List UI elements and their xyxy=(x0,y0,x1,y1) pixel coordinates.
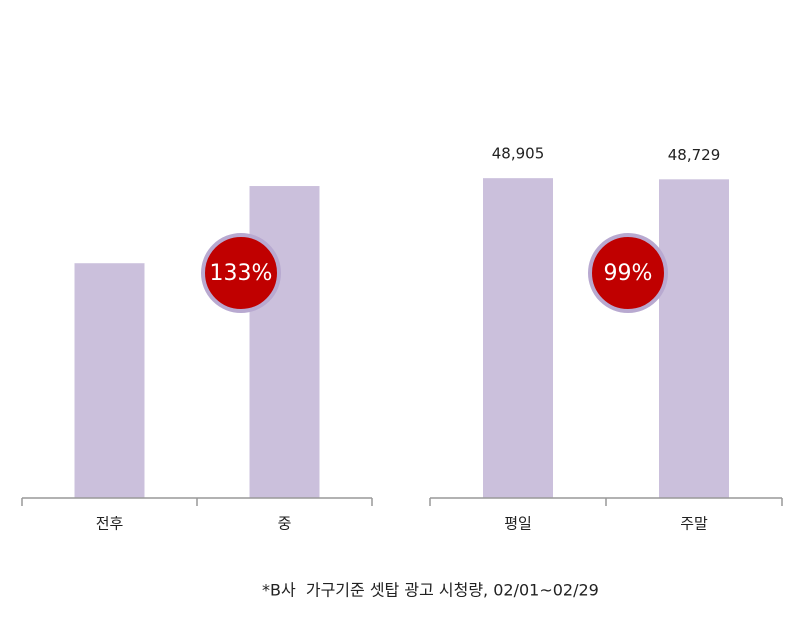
bar xyxy=(659,179,729,498)
bar xyxy=(483,178,553,498)
badge-text: 133% xyxy=(210,261,273,286)
value-label: 48,729 xyxy=(668,146,721,164)
x-tick-label: 중 xyxy=(278,515,292,533)
footnote: *B사 가구기준 셋탑 광고 시청량, 02/01~02/29 xyxy=(262,581,599,600)
x-tick-label: 평일 xyxy=(504,515,532,533)
x-tick-label: 주말 xyxy=(680,515,708,533)
badge-text: 99% xyxy=(604,261,653,286)
badge xyxy=(201,233,281,313)
value-label: 48,905 xyxy=(492,145,545,163)
x-tick-label: 전후 xyxy=(96,515,124,533)
bar xyxy=(74,263,145,498)
bar xyxy=(249,186,320,499)
badge xyxy=(588,233,668,313)
